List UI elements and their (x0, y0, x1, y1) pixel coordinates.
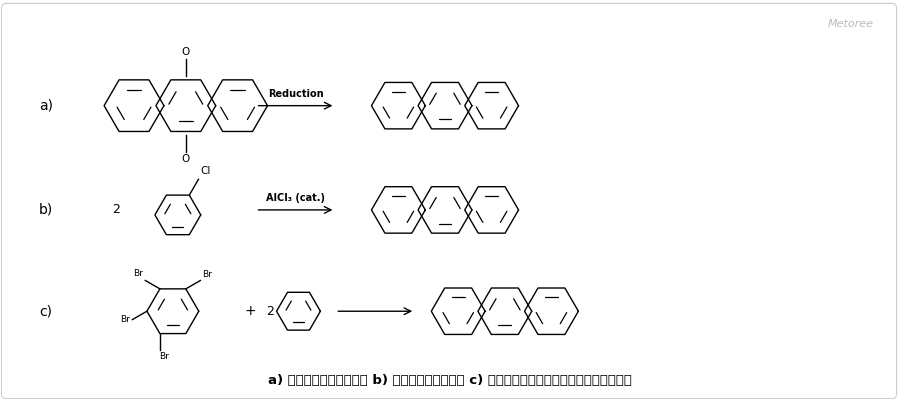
Text: 2: 2 (266, 305, 274, 318)
Text: Br: Br (121, 315, 130, 324)
Text: a): a) (40, 99, 53, 113)
Text: Metoree: Metoree (828, 19, 874, 29)
Text: O: O (182, 154, 190, 164)
Text: a) アントラキノンの還元 b) 塩化ベンジルの縮合 c) テトラブロモベンゼンとベンゼンの縮合: a) アントラキノンの還元 b) 塩化ベンジルの縮合 c) テトラブロモベンゼン… (268, 374, 632, 387)
Text: b): b) (39, 203, 53, 217)
Text: Cl: Cl (201, 166, 211, 176)
Text: 2: 2 (112, 204, 120, 216)
Text: Br: Br (159, 352, 169, 361)
Text: c): c) (40, 304, 53, 318)
Text: Br: Br (133, 270, 143, 278)
Text: +: + (245, 304, 256, 318)
Text: O: O (182, 47, 190, 57)
Text: Br: Br (202, 270, 212, 280)
Text: AlCl₃ (cat.): AlCl₃ (cat.) (266, 193, 325, 203)
Text: Reduction: Reduction (267, 89, 323, 99)
